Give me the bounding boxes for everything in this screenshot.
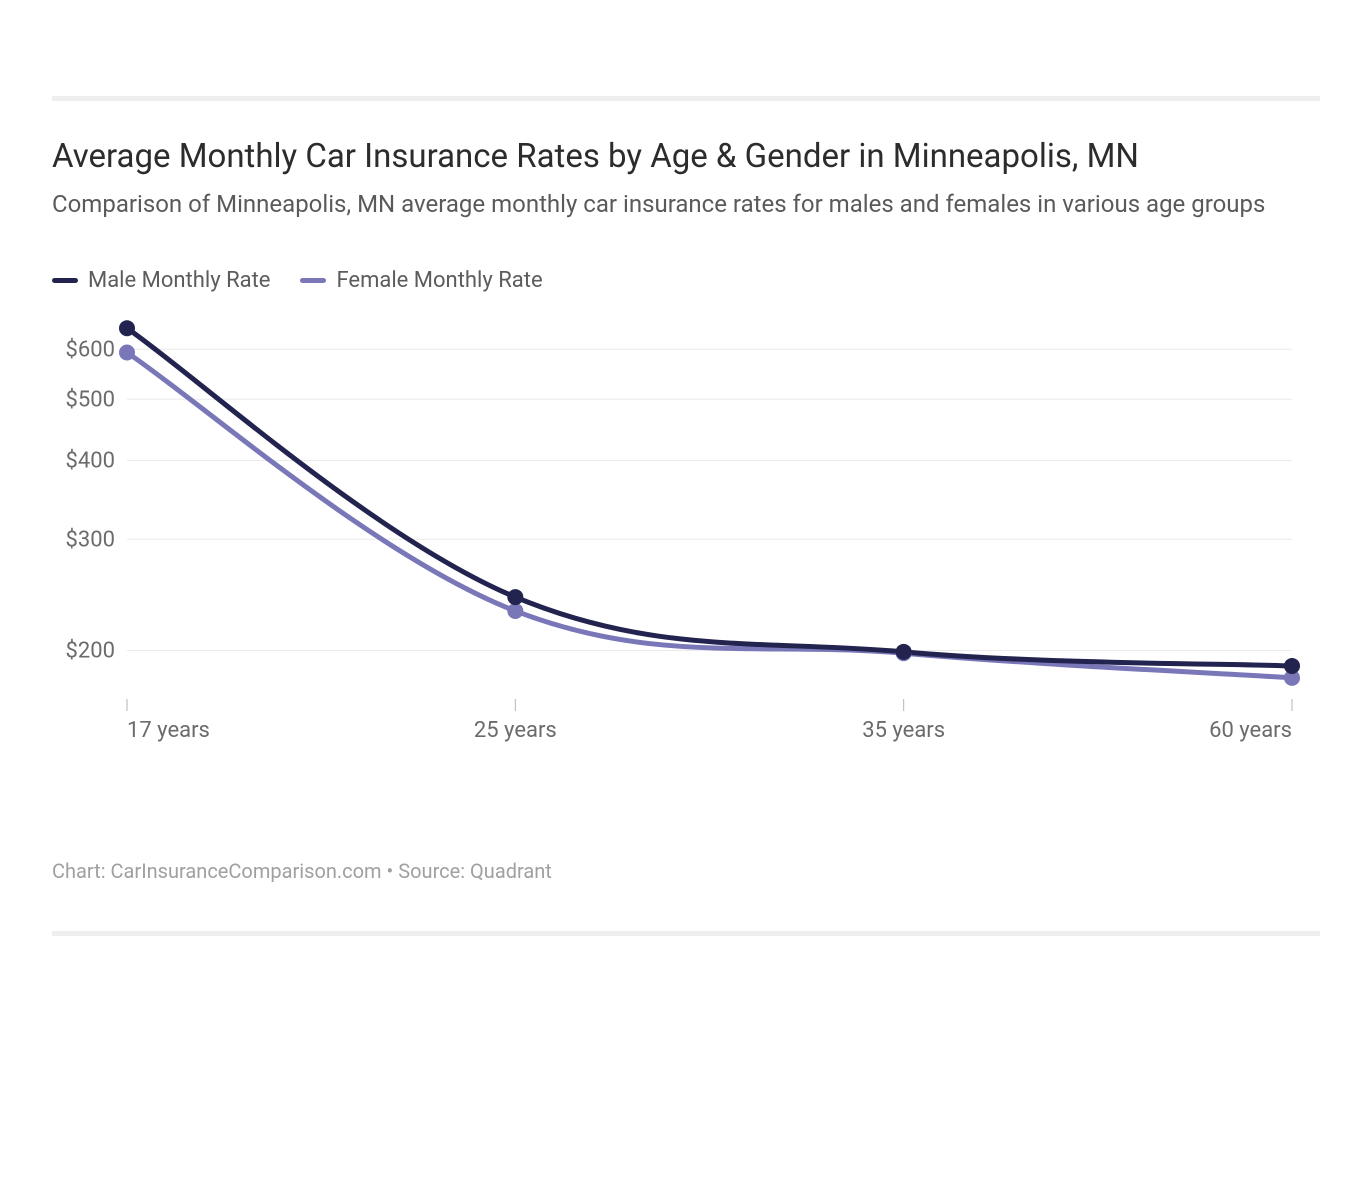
chart-credit: Chart: CarInsuranceComparison.com • Sour…: [52, 859, 1320, 883]
series-marker-male: [119, 321, 135, 337]
line-chart: $200 $300 $400 $500 $600 17 years 25 years 35 y…: [52, 305, 1302, 755]
x-tick-label: 25 years: [474, 718, 557, 743]
legend-swatch-female: [300, 278, 326, 283]
x-tick-label: 35 years: [862, 718, 945, 743]
series-marker-female: [507, 603, 523, 619]
legend-swatch-male: [52, 278, 78, 283]
legend: Male Monthly Rate Female Monthly Rate: [52, 268, 1320, 293]
y-tick-label: $500: [66, 388, 115, 413]
series-marker-female: [119, 345, 135, 361]
series-marker-male: [1284, 658, 1300, 674]
series-marker-male: [896, 644, 912, 660]
legend-label-male: Male Monthly Rate: [88, 268, 270, 293]
chart-container: $200 $300 $400 $500 $600 17 years 25 years 35 y…: [52, 305, 1320, 835]
y-tick-label: $300: [66, 528, 115, 553]
legend-item-male: Male Monthly Rate: [52, 268, 270, 293]
y-tick-label: $200: [66, 639, 115, 664]
y-tick-label: $400: [66, 449, 115, 474]
chart-title: Average Monthly Car Insurance Rates by A…: [52, 137, 1320, 176]
y-tick-label: $600: [66, 338, 115, 363]
x-tick-label: 17 years: [127, 718, 210, 743]
x-tick-label: 60 years: [1209, 718, 1292, 743]
page-root: Average Monthly Car Insurance Rates by A…: [0, 96, 1372, 936]
chart-subtitle: Comparison of Minneapolis, MN average mo…: [52, 188, 1320, 220]
series-line-male: [127, 329, 1292, 667]
top-rule: [52, 96, 1320, 101]
legend-label-female: Female Monthly Rate: [336, 268, 542, 293]
series-marker-male: [507, 589, 523, 605]
legend-item-female: Female Monthly Rate: [300, 268, 542, 293]
series-line-female: [127, 353, 1292, 678]
bottom-rule: [52, 931, 1320, 936]
